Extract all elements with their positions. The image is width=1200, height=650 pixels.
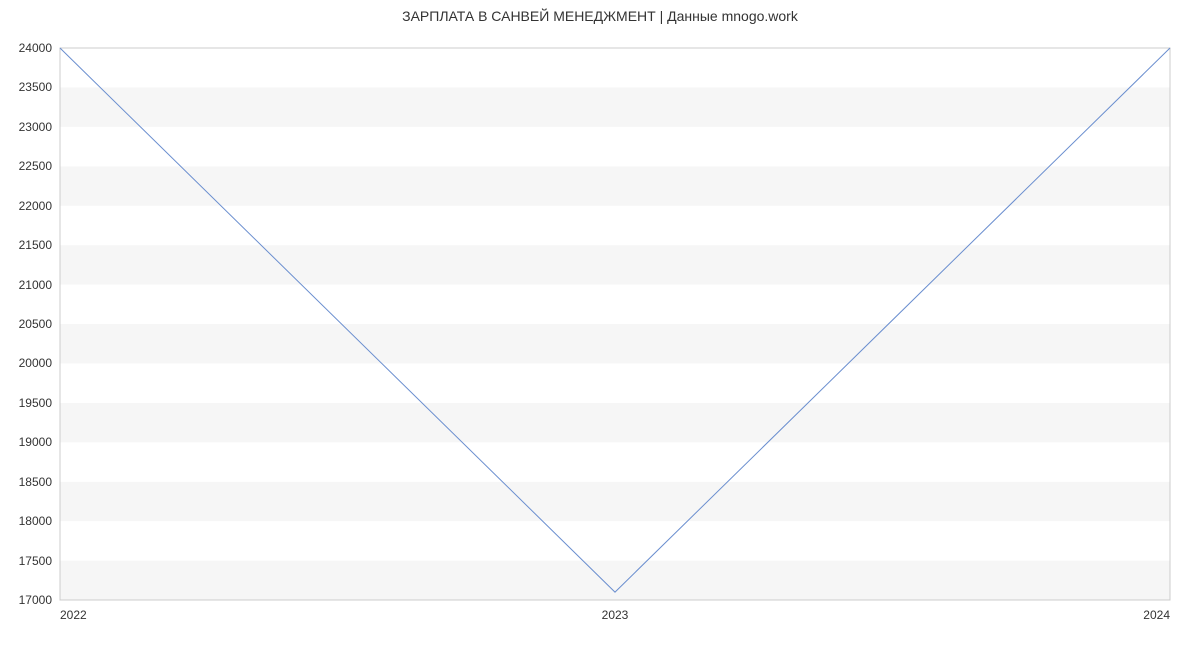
chart-title: ЗАРПЛАТА В САНВЕЙ МЕНЕДЖМЕНТ | Данные mn…: [0, 8, 1200, 24]
plot-svg: [60, 48, 1170, 600]
x-tick-label: 2024: [1143, 600, 1170, 622]
x-tick-label: 2022: [60, 600, 87, 622]
grid-band: [60, 561, 1170, 600]
y-tick-label: 21000: [19, 278, 60, 292]
y-tick-label: 20000: [19, 356, 60, 370]
grid-band: [60, 521, 1170, 560]
y-tick-label: 17500: [19, 554, 60, 568]
y-tick-label: 24000: [19, 41, 60, 55]
grid-band: [60, 245, 1170, 284]
grid-band: [60, 48, 1170, 87]
y-tick-label: 19000: [19, 435, 60, 449]
grid-band: [60, 363, 1170, 402]
chart-container: ЗАРПЛАТА В САНВЕЙ МЕНЕДЖМЕНТ | Данные mn…: [0, 0, 1200, 650]
grid-band: [60, 324, 1170, 363]
y-tick-label: 17000: [19, 593, 60, 607]
y-tick-label: 21500: [19, 238, 60, 252]
y-tick-label: 20500: [19, 317, 60, 331]
y-tick-label: 23000: [19, 120, 60, 134]
grid-band: [60, 127, 1170, 166]
grid-band: [60, 482, 1170, 521]
y-tick-label: 18500: [19, 475, 60, 489]
x-tick-label: 2023: [602, 600, 629, 622]
grid-band: [60, 87, 1170, 126]
grid-band: [60, 285, 1170, 324]
y-tick-label: 18000: [19, 514, 60, 528]
grid-band: [60, 166, 1170, 205]
y-tick-label: 19500: [19, 396, 60, 410]
y-tick-label: 22500: [19, 159, 60, 173]
grid-band: [60, 403, 1170, 442]
y-tick-label: 22000: [19, 199, 60, 213]
grid-band: [60, 442, 1170, 481]
plot-area: 1700017500180001850019000195002000020500…: [60, 48, 1170, 600]
y-tick-label: 23500: [19, 80, 60, 94]
